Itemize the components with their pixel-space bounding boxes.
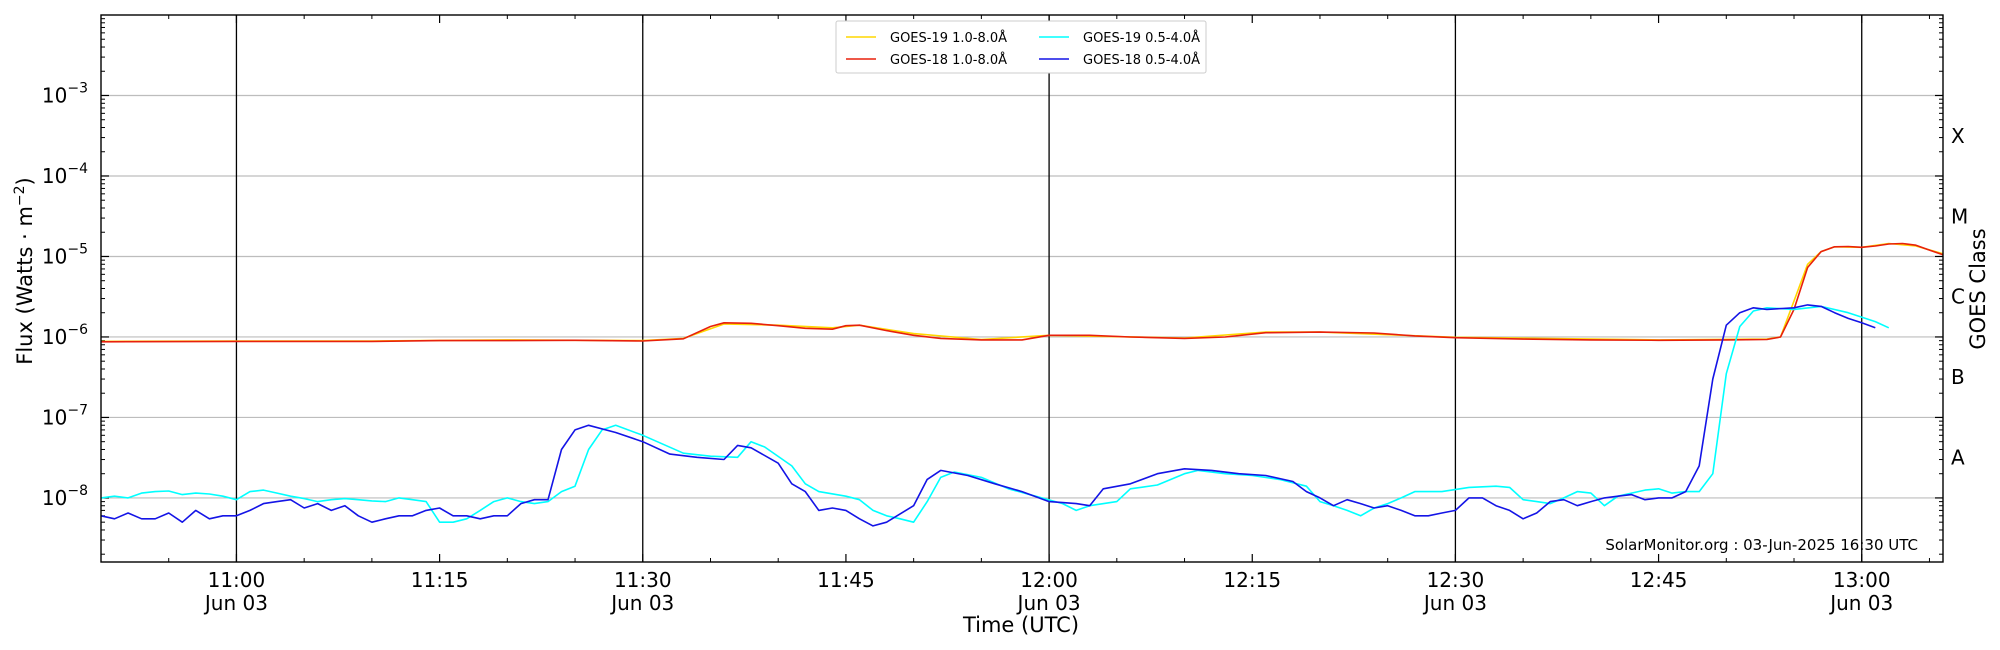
- series-line-1: [100, 242, 1944, 343]
- series-line-3: [100, 305, 1890, 523]
- plot-frame: [100, 14, 1944, 563]
- series-line-4: [100, 304, 1876, 527]
- x-tick-date-label: Jun 03: [1016, 591, 1081, 615]
- series-line-2: [100, 242, 1944, 343]
- x-tick-date-label: Jun 03: [203, 591, 268, 615]
- goes-class-x-label: X: [1951, 124, 1965, 148]
- goes-class-c-label: C: [1951, 285, 1965, 309]
- x-tick-label: 11:30: [614, 568, 672, 592]
- legend-label: GOES-18 1.0-8.0Å: [890, 52, 1007, 68]
- x-axis-label: Time (UTC): [962, 613, 1079, 637]
- y-tick-label: 10−3: [42, 80, 88, 107]
- y-tick-label: 10−4: [42, 161, 88, 188]
- goes-class-m-label: M: [1951, 204, 1968, 228]
- y-tick-label: 10−7: [42, 402, 88, 429]
- x-tick-label: 12:30: [1427, 568, 1485, 592]
- goes-class-b-label: B: [1951, 365, 1965, 389]
- y-tick-label: 10−8: [42, 483, 88, 510]
- x-tick-date-label: Jun 03: [1828, 591, 1893, 615]
- y-axis-label: Flux (Watts · m−2): [12, 177, 37, 365]
- x-tick-date-label: Jun 03: [609, 591, 674, 615]
- y-tick-label: 10−5: [42, 241, 88, 268]
- legend-box: [835, 20, 1207, 74]
- x-tick-label: 12:45: [1630, 568, 1688, 592]
- y-tick-label: 10−6: [42, 322, 88, 349]
- x-tick-label: 12:00: [1020, 568, 1078, 592]
- legend-label: GOES-19 1.0-8.0Å: [890, 30, 1007, 46]
- x-tick-label: 12:15: [1223, 568, 1281, 592]
- x-tick-label: 11:15: [411, 568, 469, 592]
- x-tick-date-label: Jun 03: [1422, 591, 1487, 615]
- legend-label: GOES-18 0.5-4.0Å: [1083, 52, 1200, 68]
- goes-class-label: GOES Class: [1966, 228, 1990, 349]
- legend-label: GOES-19 0.5-4.0Å: [1083, 30, 1200, 46]
- x-tick-label: 13:00: [1833, 568, 1891, 592]
- x-tick-label: 11:00: [208, 568, 266, 592]
- credit-text: SolarMonitor.org : 03-Jun-2025 16:30 UTC: [1605, 536, 1918, 554]
- goes-class-a-label: A: [1951, 446, 1965, 470]
- x-tick-label: 11:45: [817, 568, 875, 592]
